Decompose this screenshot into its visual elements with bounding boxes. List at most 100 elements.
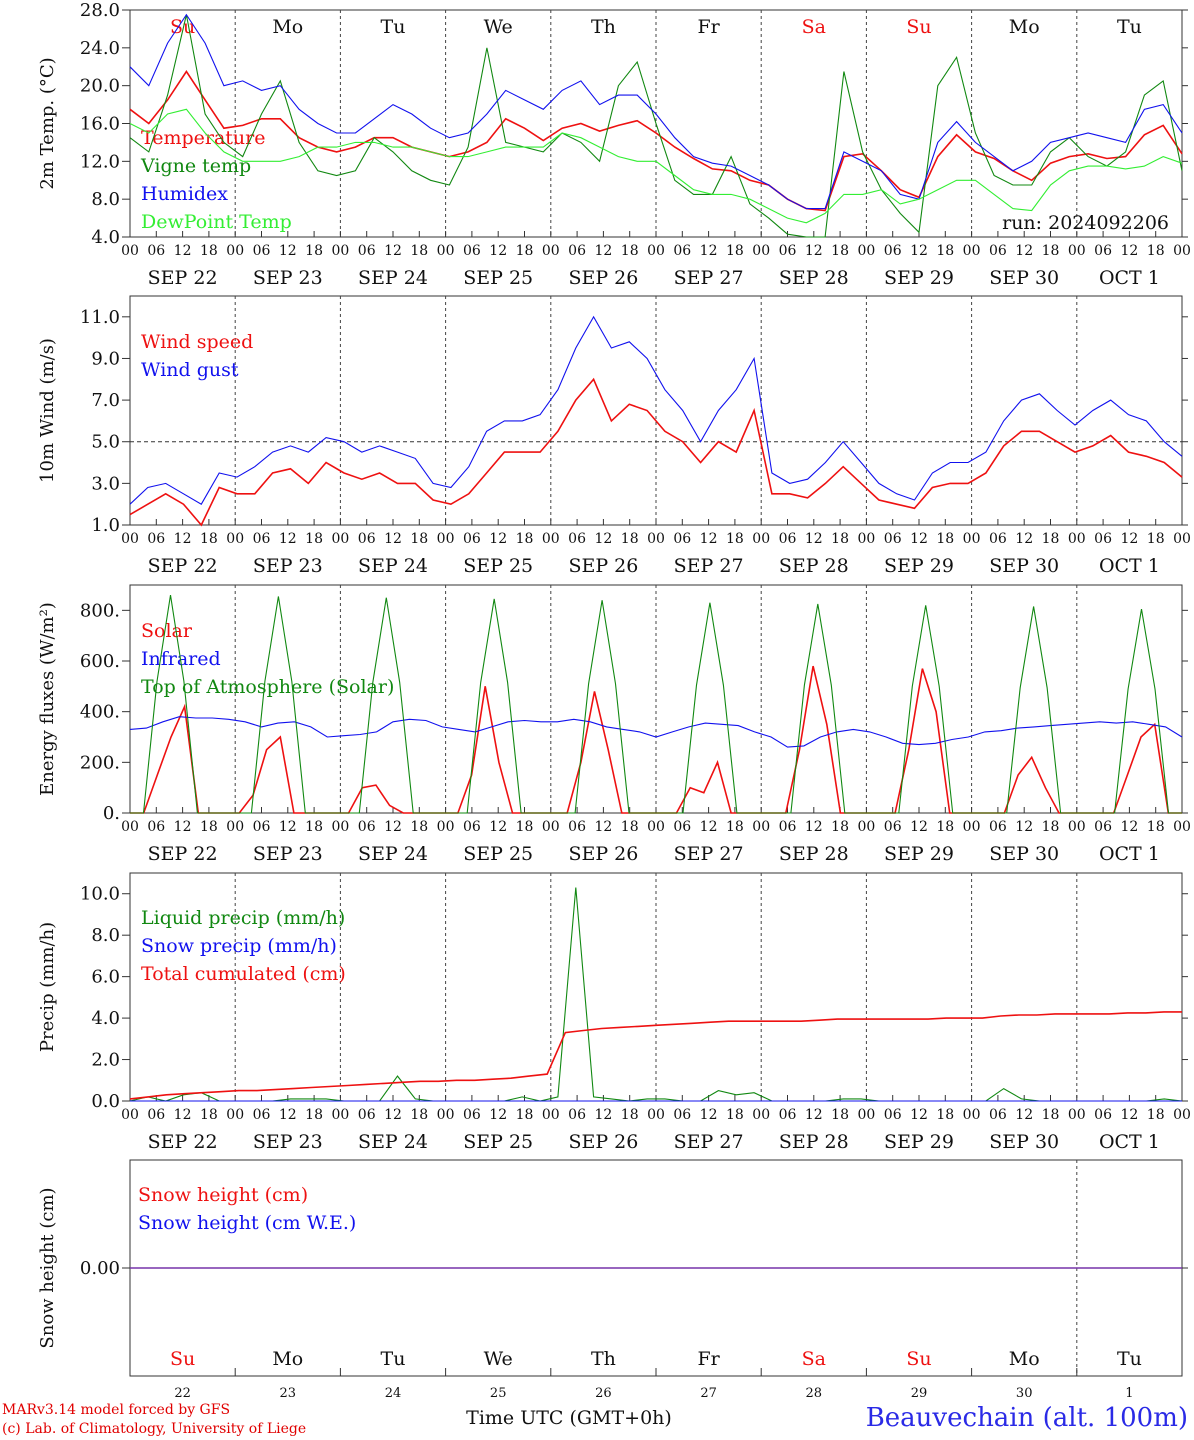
x-hour-label: 00: [331, 243, 349, 259]
day-abbr-label: Mo: [1009, 1348, 1040, 1370]
x-date-label: OCT 1: [1099, 267, 1160, 289]
x-hour-label: 00: [1068, 243, 1086, 259]
chart-panel-4: 0.0 2.0 4.0 6.0 8.0 10.0 Precip (mm/h) 00 06 12 18…: [37, 872, 1191, 1153]
x-hour-label: 06: [1094, 531, 1112, 547]
y-tick-label: 7.0: [91, 390, 120, 411]
x-hour-label: 12: [700, 1107, 718, 1123]
x-hour-label: 12: [279, 819, 297, 835]
day-number-label: 22: [174, 1386, 191, 1401]
x-hour-label: 06: [358, 531, 376, 547]
x-hour-label: 18: [831, 1107, 849, 1123]
day-number-label: 1: [1125, 1386, 1133, 1401]
x-hour-label: 12: [700, 531, 718, 547]
x-date-label: SEP 24: [358, 555, 428, 577]
chart-panel-1: 4.0 8.0 12.0 16.0 20.0 24.0 28.0 2m Temp. (°C) S…: [37, 0, 1191, 289]
day-abbr-label: Sa: [802, 1348, 826, 1370]
x-hour-label: 06: [358, 243, 376, 259]
x-hour-label: 12: [700, 243, 718, 259]
x-hour-label: 00: [437, 819, 455, 835]
x-hour-label: 12: [910, 1107, 928, 1123]
x-hour-label: 00: [647, 819, 665, 835]
x-hour-label: 12: [1120, 1107, 1138, 1123]
y-tick-label: 0.: [103, 803, 120, 824]
x-hour-label: 06: [673, 1107, 691, 1123]
x-hour-label: 06: [147, 819, 165, 835]
legend-entry: Snow precip (mm/h): [141, 935, 337, 957]
x-date-label: SEP 26: [568, 267, 638, 289]
x-hour-label: 12: [1015, 1107, 1033, 1123]
x-hour-label: 06: [568, 1107, 586, 1123]
x-hour-label: 12: [910, 531, 928, 547]
y-tick-label: 8.0: [91, 189, 120, 210]
x-hour-label: 00: [226, 1107, 244, 1123]
x-hour-label: 06: [779, 243, 797, 259]
y-tick-label: 200.: [80, 752, 120, 773]
x-date-label: SEP 30: [989, 555, 1059, 577]
legend-entry: Snow height (cm W.E.): [138, 1212, 356, 1234]
legend-entry: Top of Atmosphere (Solar): [141, 676, 394, 698]
x-hour-label: 00: [121, 819, 139, 835]
x-hour-label: 12: [279, 243, 297, 259]
x-hour-label: 18: [621, 243, 639, 259]
x-hour-label: 18: [936, 819, 954, 835]
x-hour-label: 18: [936, 1107, 954, 1123]
day-abbr-label: Su: [170, 1348, 195, 1370]
footer-model-credit: MARv3.14 model forced by GFS: [2, 1402, 231, 1418]
x-hour-label: 18: [936, 243, 954, 259]
x-hour-label: 06: [673, 531, 691, 547]
x-hour-label: 00: [857, 1107, 875, 1123]
x-hour-label: 00: [1173, 243, 1191, 259]
y-tick-label: 11.0: [80, 307, 120, 328]
x-hour-label: 12: [805, 531, 823, 547]
y-tick-label: 3.0: [91, 473, 120, 494]
y-tick-label: 6.0: [91, 967, 120, 988]
x-date-label: OCT 1: [1099, 843, 1160, 865]
x-hour-label: 12: [384, 1107, 402, 1123]
x-hour-label: 12: [384, 531, 402, 547]
x-hour-label: 00: [963, 243, 981, 259]
x-date-label: SEP 23: [253, 555, 323, 577]
x-hour-label: 18: [1147, 819, 1165, 835]
x-date-label: SEP 29: [884, 843, 954, 865]
x-date-label: OCT 1: [1099, 555, 1160, 577]
y-tick-label: 0.00: [80, 1258, 120, 1279]
x-hour-label: 18: [936, 531, 954, 547]
x-hour-label: 18: [726, 531, 744, 547]
day-abbr-label: Th: [591, 16, 616, 38]
x-hour-label: 00: [752, 243, 770, 259]
x-hour-label: 06: [253, 819, 271, 835]
x-hour-label: 18: [200, 1107, 218, 1123]
x-date-label: SEP 30: [989, 267, 1059, 289]
x-hour-label: 06: [884, 1107, 902, 1123]
x-hour-label: 12: [279, 531, 297, 547]
x-hour-label: 12: [594, 819, 612, 835]
footer-lab-credit: (c) Lab. of Climatology, University of L…: [2, 1421, 307, 1437]
x-hour-label: 12: [174, 819, 192, 835]
legend-entry: Snow height (cm): [138, 1184, 308, 1206]
x-date-label: SEP 27: [674, 843, 744, 865]
x-hour-label: 00: [437, 531, 455, 547]
x-date-label: SEP 27: [674, 1131, 744, 1153]
x-date-label: SEP 26: [568, 843, 638, 865]
day-number-label: 25: [490, 1386, 507, 1401]
chart-panel-3: 0. 200. 400. 600. 800. Energy fluxes (W/m²) 00…: [37, 584, 1191, 865]
x-hour-label: 12: [174, 243, 192, 259]
x-hour-label: 12: [174, 1107, 192, 1123]
x-hour-label: 12: [1015, 243, 1033, 259]
x-hour-label: 06: [253, 1107, 271, 1123]
x-hour-label: 18: [1147, 531, 1165, 547]
x-hour-label: 12: [384, 819, 402, 835]
x-hour-label: 12: [489, 1107, 507, 1123]
x-hour-label: 06: [779, 531, 797, 547]
x-hour-label: 18: [726, 1107, 744, 1123]
x-hour-label: 12: [1120, 531, 1138, 547]
x-hour-label: 00: [752, 1107, 770, 1123]
x-hour-label: 18: [1042, 531, 1060, 547]
x-date-label: SEP 30: [989, 843, 1059, 865]
x-hour-label: 00: [857, 243, 875, 259]
day-number-label: 26: [595, 1386, 612, 1401]
x-hour-label: 12: [805, 819, 823, 835]
y-tick-label: 5.0: [91, 432, 120, 453]
x-hour-label: 06: [463, 819, 481, 835]
